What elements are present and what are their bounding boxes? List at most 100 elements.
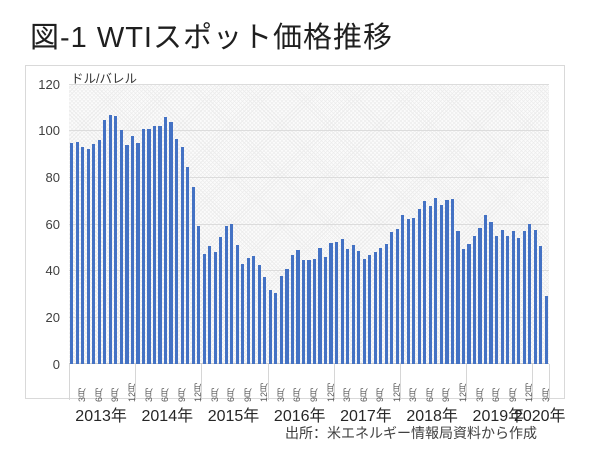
bar — [511, 231, 515, 364]
month-label: 12月 — [126, 382, 137, 402]
bar — [478, 228, 482, 364]
month-label: 6月 — [292, 387, 303, 402]
bar — [489, 222, 493, 364]
gridline — [69, 83, 549, 85]
bar — [401, 215, 405, 364]
bar — [103, 119, 107, 364]
bar — [329, 242, 333, 364]
bar — [467, 244, 471, 364]
gridline — [69, 223, 549, 225]
month-label: 12月 — [259, 382, 270, 402]
gridline — [69, 130, 549, 132]
bar — [290, 255, 295, 364]
year-separator — [201, 364, 203, 400]
bar — [81, 147, 85, 364]
bar — [406, 218, 410, 364]
month-label: 3月 — [474, 387, 485, 402]
bar — [152, 125, 157, 364]
year-separator — [466, 364, 468, 400]
month-label: 9月 — [242, 387, 253, 402]
bar — [461, 248, 466, 364]
bar — [472, 235, 477, 364]
year-separator — [532, 364, 534, 400]
month-label: 9月 — [176, 387, 187, 402]
chart-title: 図-1 WTIスポット価格推移 — [30, 22, 393, 54]
year-label: 2014年 — [141, 408, 194, 425]
y-axis-tick-label: 40 — [45, 263, 60, 279]
year-label: 2015年 — [207, 408, 260, 425]
bar — [230, 224, 234, 364]
month-label: 3月 — [143, 387, 154, 402]
bar — [390, 231, 394, 364]
bar — [506, 236, 510, 364]
bar — [301, 259, 306, 364]
month-label: 9月 — [309, 387, 320, 402]
bar — [312, 258, 317, 364]
bar — [208, 245, 212, 364]
bar — [450, 198, 455, 364]
month-label: 3月 — [275, 387, 286, 402]
bar — [307, 259, 311, 364]
month-label: 12月 — [325, 382, 336, 402]
bar — [97, 140, 101, 364]
source-note: 出所：米エネルギー情報局資料から作成 — [285, 425, 537, 441]
year-separator — [549, 364, 550, 400]
year-separator — [333, 364, 335, 400]
month-label: 12月 — [524, 382, 535, 402]
bar — [412, 217, 416, 364]
bar — [423, 200, 427, 364]
month-label: 6月 — [160, 387, 171, 402]
bar — [500, 230, 504, 364]
year-separator — [135, 364, 137, 400]
bar — [279, 276, 283, 364]
month-label: 6月 — [226, 387, 237, 402]
bar — [522, 231, 526, 364]
bar — [136, 143, 140, 364]
bar — [108, 115, 112, 364]
bar — [362, 258, 366, 364]
bar — [445, 200, 449, 364]
bar — [130, 136, 135, 364]
month-label: 3月 — [77, 387, 88, 402]
bar — [141, 128, 146, 364]
bar — [456, 231, 460, 364]
month-label: 9月 — [375, 387, 386, 402]
bar — [544, 295, 548, 364]
bar — [186, 167, 190, 364]
bar — [528, 224, 532, 364]
bar — [180, 146, 184, 364]
bar — [483, 214, 488, 364]
month-label: 3月 — [342, 387, 353, 402]
y-axis-tick-label: 120 — [38, 76, 60, 92]
bar — [147, 128, 151, 364]
year-label: 2017年 — [340, 408, 392, 425]
month-label: 6月 — [358, 387, 369, 402]
bar — [533, 229, 537, 364]
bar — [202, 253, 206, 364]
month-label: 9月 — [507, 387, 518, 402]
bar — [296, 250, 300, 364]
plot-area — [69, 83, 549, 364]
year-label: 2019年 — [472, 408, 525, 425]
bar — [357, 250, 361, 364]
month-label: 12月 — [457, 382, 468, 402]
year-label: 2016年 — [273, 408, 326, 425]
year-label: 2013年 — [75, 408, 127, 425]
month-label: 3月 — [408, 387, 419, 402]
bar — [169, 122, 173, 364]
year-separator — [267, 364, 269, 400]
bar — [252, 256, 256, 364]
y-axis-tick-label: 20 — [45, 309, 60, 325]
bar — [213, 252, 217, 364]
bar — [241, 263, 245, 364]
y-axis-tick-label: 0 — [52, 356, 60, 372]
month-label: 6月 — [424, 387, 435, 402]
bar — [334, 241, 339, 364]
bar — [539, 246, 543, 364]
bar — [494, 236, 499, 364]
month-label: 6月 — [491, 387, 502, 402]
bar — [257, 265, 261, 364]
bar — [395, 228, 399, 364]
bar — [263, 277, 267, 364]
month-label: 3月 — [540, 387, 551, 402]
